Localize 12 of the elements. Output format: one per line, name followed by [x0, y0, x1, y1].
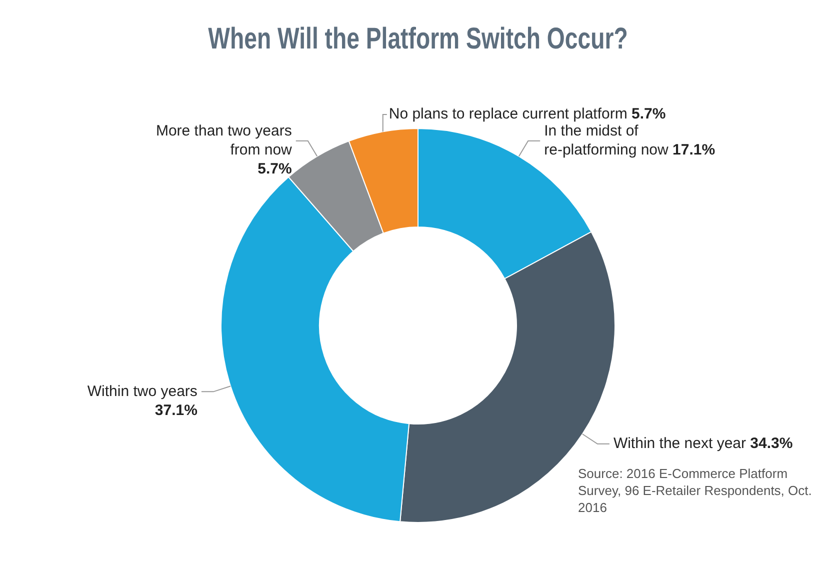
slice-label: More than two years from now [156, 122, 292, 158]
chart-title: When Will the Platform Switch Occur? [208, 21, 628, 55]
slice-label: In the midst of re-platforming now [544, 122, 673, 158]
source-note: Source: 2016 E-Commerce Platform Survey, 96 E-Retailer Respondents, Oct. 2016 [578, 466, 812, 516]
data-label: 5.7% [258, 160, 292, 178]
slice-label: No plans to replace current platform [388, 106, 632, 123]
data-label: 17.1% [672, 141, 716, 158]
data-label: 34.3% [750, 435, 793, 452]
slice-label: Within the next year [613, 435, 750, 452]
slice-label: Within two years [87, 382, 198, 400]
data-label: 5.7% [631, 106, 666, 123]
data-label: 37.1% [154, 402, 198, 419]
